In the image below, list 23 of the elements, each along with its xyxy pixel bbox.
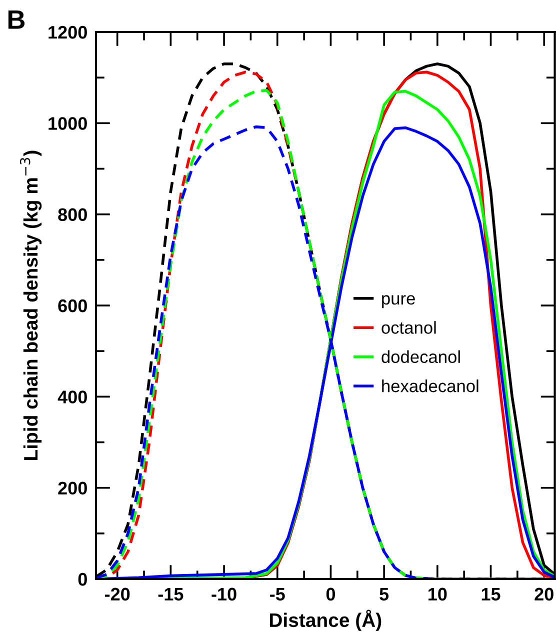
x-tick-label: -15 — [158, 588, 184, 601]
x-tick-label: 5 — [380, 588, 389, 601]
legend-label: dodecanol — [382, 350, 460, 364]
y-tick-label: 0 — [78, 572, 87, 586]
legend-label: octanol — [382, 321, 436, 334]
y-tick-label: 400 — [58, 390, 87, 404]
y-tick-label: 1200 — [48, 26, 87, 39]
legend-label: pure — [382, 295, 415, 308]
x-tick-label: -5 — [270, 588, 285, 601]
x-tick-label: 20 — [534, 588, 554, 601]
y-tick-label: 200 — [58, 482, 87, 495]
y-tick-label: 1000 — [48, 117, 87, 130]
x-axis-title: Distance (Å) — [270, 610, 382, 631]
legend-label: hexadecanol — [382, 380, 478, 392]
x-tick-label: -20 — [104, 588, 130, 601]
text: B — [8, 10, 25, 29]
x-tick-label: 10 — [428, 588, 447, 601]
x-tick-label: 0 — [326, 588, 335, 601]
y-tick-label: 600 — [58, 299, 87, 312]
x-tick-label: -10 — [212, 588, 236, 601]
y-axis-title: Lipid chain bead density (kg m$^{−3}$) — [20, 150, 42, 460]
x-tick-label: 15 — [482, 588, 500, 601]
y-tick-label: 800 — [58, 208, 87, 222]
